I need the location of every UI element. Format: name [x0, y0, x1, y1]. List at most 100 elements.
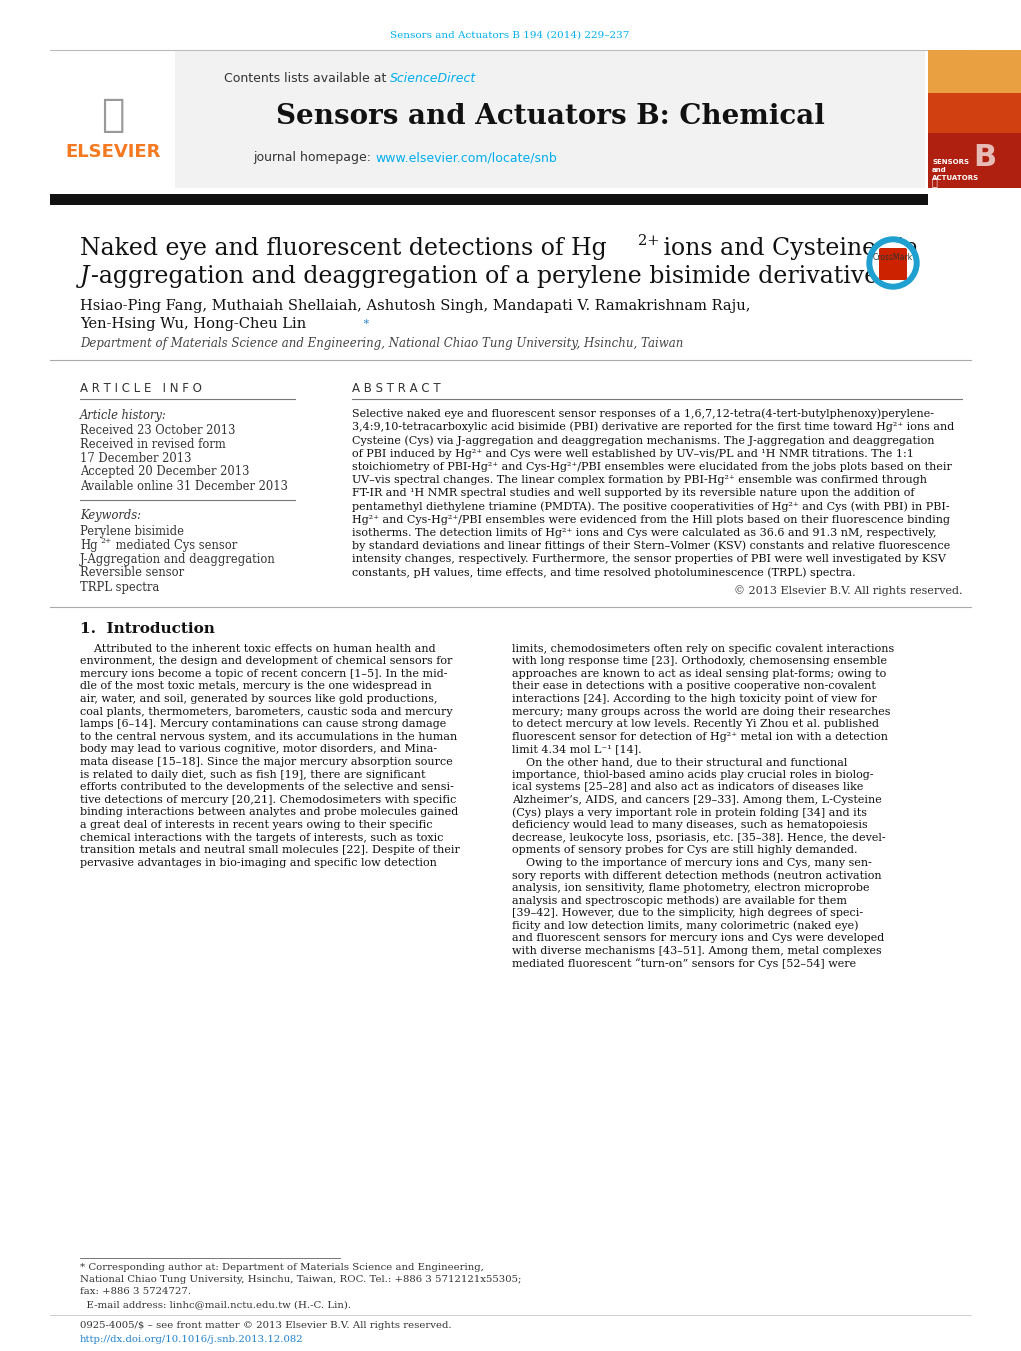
Text: limits, chemodosimeters often rely on specific covalent interactions: limits, chemodosimeters often rely on sp…: [512, 643, 894, 654]
Text: approaches are known to act as ideal sensing plat-forms; owing to: approaches are known to act as ideal sen…: [512, 669, 886, 678]
Text: constants, pH values, time effects, and time resolved photoluminescence (TRPL) s: constants, pH values, time effects, and …: [352, 567, 856, 578]
Text: analysis and spectroscopic methods) are available for them: analysis and spectroscopic methods) are …: [512, 896, 847, 907]
Text: www.elsevier.com/locate/snb: www.elsevier.com/locate/snb: [375, 151, 556, 165]
Text: mediated fluorescent “turn-on” sensors for Cys [52–54] were: mediated fluorescent “turn-on” sensors f…: [512, 958, 857, 969]
Text: J: J: [80, 265, 90, 288]
Text: (Cys) plays a very important role in protein folding [34] and its: (Cys) plays a very important role in pro…: [512, 807, 867, 817]
Text: Hsiao-Ping Fang, Muthaiah Shellaiah, Ashutosh Singh, Mandapati V. Ramakrishnam R: Hsiao-Ping Fang, Muthaiah Shellaiah, Ash…: [80, 299, 750, 313]
Text: Department of Materials Science and Engineering, National Chiao Tung University,: Department of Materials Science and Engi…: [80, 338, 683, 350]
Text: environment, the design and development of chemical sensors for: environment, the design and development …: [80, 657, 452, 666]
Text: opments of sensory probes for Cys are still highly demanded.: opments of sensory probes for Cys are st…: [512, 846, 858, 855]
Text: Naked eye and fluorescent detections of Hg: Naked eye and fluorescent detections of …: [80, 236, 606, 259]
Text: Attributed to the inherent toxic effects on human health and: Attributed to the inherent toxic effects…: [80, 643, 436, 654]
Text: isotherms. The detection limits of Hg²⁺ ions and Cys were calculated as 36.6 and: isotherms. The detection limits of Hg²⁺ …: [352, 528, 936, 538]
Bar: [928, 50, 1021, 188]
Text: Accepted 20 December 2013: Accepted 20 December 2013: [80, 466, 249, 478]
Text: tive detections of mercury [20,21]. Chemodosimeters with specific: tive detections of mercury [20,21]. Chem…: [80, 794, 456, 805]
Text: mercury ions become a topic of recent concern [1–5]. In the mid-: mercury ions become a topic of recent co…: [80, 669, 447, 678]
Text: -aggregation and deaggregation of a perylene bisimide derivative: -aggregation and deaggregation of a pery…: [91, 265, 878, 288]
Text: Selective naked eye and fluorescent sensor responses of a 1,6,7,12-tetra(4-tert-: Selective naked eye and fluorescent sens…: [352, 409, 934, 419]
Text: Alzheimer’s, AIDS, and cancers [29–33]. Among them, L-Cysteine: Alzheimer’s, AIDS, and cancers [29–33]. …: [512, 794, 882, 805]
Text: is related to daily diet, such as fish [19], there are significant: is related to daily diet, such as fish […: [80, 770, 426, 780]
Text: Keywords:: Keywords:: [80, 509, 141, 523]
Text: ions and Cysteine via: ions and Cysteine via: [657, 236, 919, 259]
Text: 2+: 2+: [100, 536, 111, 544]
Text: their ease in detections with a positive cooperative non-covalent: their ease in detections with a positive…: [512, 681, 876, 692]
Text: chemical interactions with the targets of interests, such as toxic: chemical interactions with the targets o…: [80, 832, 443, 843]
Text: Contents lists available at: Contents lists available at: [224, 72, 390, 85]
Text: *: *: [360, 319, 370, 330]
Text: © 2013 Elsevier B.V. All rights reserved.: © 2013 Elsevier B.V. All rights reserved…: [733, 585, 962, 596]
Bar: [52, 50, 174, 185]
Text: 3,4:9,10-tetracarboxylic acid bisimide (PBI) derivative are reported for the fir: 3,4:9,10-tetracarboxylic acid bisimide (…: [352, 422, 955, 432]
Text: http://dx.doi.org/10.1016/j.snb.2013.12.082: http://dx.doi.org/10.1016/j.snb.2013.12.…: [80, 1336, 303, 1344]
Text: 0925-4005/$ – see front matter © 2013 Elsevier B.V. All rights reserved.: 0925-4005/$ – see front matter © 2013 El…: [80, 1321, 451, 1331]
Text: 1.  Introduction: 1. Introduction: [80, 621, 214, 635]
Text: with long response time [23]. Orthodoxly, chemosensing ensemble: with long response time [23]. Orthodoxly…: [512, 657, 887, 666]
Text: with diverse mechanisms [43–51]. Among them, metal complexes: with diverse mechanisms [43–51]. Among t…: [512, 946, 882, 957]
FancyBboxPatch shape: [879, 249, 907, 280]
Text: decrease, leukocyte loss, psoriasis, etc. [35–38]. Hence, the devel-: decrease, leukocyte loss, psoriasis, etc…: [512, 832, 885, 843]
Circle shape: [873, 243, 913, 282]
Text: efforts contributed to the developments of the selective and sensi-: efforts contributed to the developments …: [80, 782, 454, 792]
Text: Owing to the importance of mercury ions and Cys, many sen-: Owing to the importance of mercury ions …: [512, 858, 872, 867]
Text: Sensors and Actuators B: Chemical: Sensors and Actuators B: Chemical: [276, 104, 824, 131]
Text: mata disease [15–18]. Since the major mercury absorption source: mata disease [15–18]. Since the major me…: [80, 757, 452, 767]
Bar: [928, 93, 1021, 132]
Text: Hg²⁺ and Cys-Hg²⁺/PBI ensembles were evidenced from the Hill plots based on thei: Hg²⁺ and Cys-Hg²⁺/PBI ensembles were evi…: [352, 515, 950, 524]
Text: Perylene bisimide: Perylene bisimide: [80, 524, 184, 538]
Text: CrossMark: CrossMark: [873, 253, 913, 262]
Text: to detect mercury at low levels. Recently Yi Zhou et al. published: to detect mercury at low levels. Recentl…: [512, 719, 879, 730]
Text: Article history:: Article history:: [80, 408, 166, 422]
Text: ScienceDirect: ScienceDirect: [390, 72, 476, 85]
Text: a great deal of interests in recent years owing to their specific: a great deal of interests in recent year…: [80, 820, 433, 830]
Text: A B S T R A C T: A B S T R A C T: [352, 381, 441, 394]
Text: importance, thiol-based amino acids play crucial roles in biolog-: importance, thiol-based amino acids play…: [512, 770, 874, 780]
Text: pentamethyl diethylene triamine (PMDTA). The positive cooperativities of Hg²⁺ an: pentamethyl diethylene triamine (PMDTA).…: [352, 501, 950, 512]
Bar: [928, 50, 1021, 93]
Text: Reversible sensor: Reversible sensor: [80, 566, 184, 580]
Text: interactions [24]. According to the high toxicity point of view for: interactions [24]. According to the high…: [512, 694, 877, 704]
Text: Cysteine (Cys) via J-aggregation and deaggregation mechanisms. The J-aggregation: Cysteine (Cys) via J-aggregation and dea…: [352, 435, 934, 446]
Text: SENSORS
and
ACTUATORS: SENSORS and ACTUATORS: [932, 159, 979, 181]
Text: fax: +886 3 5724727.: fax: +886 3 5724727.: [80, 1288, 191, 1297]
Text: Yen-Hsing Wu, Hong-Cheu Lin: Yen-Hsing Wu, Hong-Cheu Lin: [80, 317, 306, 331]
Text: binding interactions between analytes and probe molecules gained: binding interactions between analytes an…: [80, 808, 458, 817]
Text: ical systems [25–28] and also act as indicators of diseases like: ical systems [25–28] and also act as ind…: [512, 782, 864, 792]
Text: E-mail address: linhc@mail.nctu.edu.tw (H.-C. Lin).: E-mail address: linhc@mail.nctu.edu.tw (…: [80, 1301, 351, 1309]
Text: coal plants, thermometers, barometers, caustic soda and mercury: coal plants, thermometers, barometers, c…: [80, 707, 452, 716]
Bar: [928, 132, 1021, 188]
Text: mediated Cys sensor: mediated Cys sensor: [112, 539, 237, 551]
Text: deficiency would lead to many diseases, such as hematopoiesis: deficiency would lead to many diseases, …: [512, 820, 868, 830]
Text: UV–vis spectral changes. The linear complex formation by PBI-Hg²⁺ ensemble was c: UV–vis spectral changes. The linear comp…: [352, 476, 927, 485]
Text: 🌿: 🌿: [101, 96, 125, 134]
Bar: [50, 195, 928, 205]
Text: On the other hand, due to their structural and functional: On the other hand, due to their structur…: [512, 757, 847, 767]
Text: 2+: 2+: [638, 234, 660, 249]
Text: by standard deviations and linear fittings of their Stern–Volmer (KSV) constants: by standard deviations and linear fittin…: [352, 540, 951, 551]
Text: Received 23 October 2013: Received 23 October 2013: [80, 423, 236, 436]
Text: intensity changes, respectively. Furthermore, the sensor properties of PBI were : intensity changes, respectively. Further…: [352, 554, 945, 565]
Text: Available online 31 December 2013: Available online 31 December 2013: [80, 480, 288, 493]
Text: dle of the most toxic metals, mercury is the one widespread in: dle of the most toxic metals, mercury is…: [80, 681, 432, 692]
Text: ficity and low detection limits, many colorimetric (naked eye): ficity and low detection limits, many co…: [512, 920, 859, 931]
Text: limit 4.34 mol L⁻¹ [14].: limit 4.34 mol L⁻¹ [14].: [512, 744, 641, 754]
Text: and fluorescent sensors for mercury ions and Cys were developed: and fluorescent sensors for mercury ions…: [512, 934, 884, 943]
Text: J-Aggregation and deaggregation: J-Aggregation and deaggregation: [80, 553, 276, 566]
Text: TRPL spectra: TRPL spectra: [80, 581, 159, 593]
Text: lamps [6–14]. Mercury contaminations can cause strong damage: lamps [6–14]. Mercury contaminations can…: [80, 719, 446, 730]
Text: pervasive advantages in bio-imaging and specific low detection: pervasive advantages in bio-imaging and …: [80, 858, 437, 867]
Text: FT-IR and ¹H NMR spectral studies and well supported by its reversible nature up: FT-IR and ¹H NMR spectral studies and we…: [352, 488, 915, 499]
Text: A R T I C L E   I N F O: A R T I C L E I N F O: [80, 381, 202, 394]
Text: [39–42]. However, due to the simplicity, high degrees of speci-: [39–42]. However, due to the simplicity,…: [512, 908, 863, 919]
Bar: [175, 50, 925, 188]
Text: to the central nervous system, and its accumulations in the human: to the central nervous system, and its a…: [80, 732, 457, 742]
Text: Ⓢ: Ⓢ: [932, 177, 938, 186]
Text: Hg: Hg: [80, 539, 98, 551]
Text: analysis, ion sensitivity, flame photometry, electron microprobe: analysis, ion sensitivity, flame photome…: [512, 884, 870, 893]
Text: journal homepage:: journal homepage:: [253, 151, 375, 165]
Text: air, water, and soil, generated by sources like gold productions,: air, water, and soil, generated by sourc…: [80, 694, 438, 704]
Text: stoichiometry of PBI-Hg²⁺ and Cys-Hg²⁺/PBI ensembles were elucidated from the jo: stoichiometry of PBI-Hg²⁺ and Cys-Hg²⁺/P…: [352, 462, 952, 471]
Circle shape: [867, 236, 919, 289]
Text: * Corresponding author at: Department of Materials Science and Engineering,: * Corresponding author at: Department of…: [80, 1263, 484, 1273]
